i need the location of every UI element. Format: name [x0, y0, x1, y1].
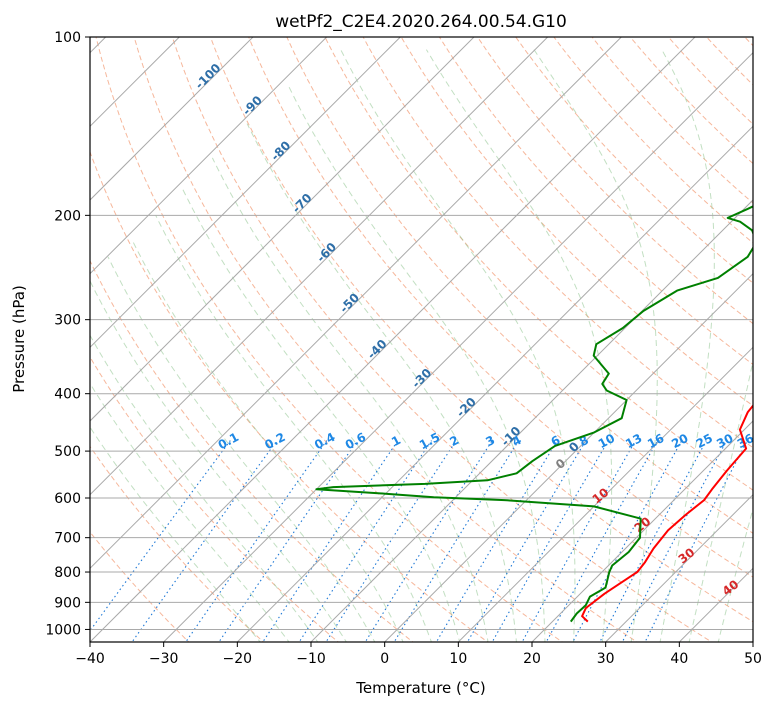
isotherm: [605, 493, 753, 642]
chart-title: wetPf2_C2E4.2020.264.00.54.G10: [275, 12, 567, 32]
mixing-ratio-line: [435, 440, 558, 642]
x-tick-label: −30: [149, 651, 179, 667]
isotherm: [90, 37, 549, 496]
mixing-ratio-label: 25: [694, 431, 715, 451]
x-tick-label: −20: [223, 651, 253, 667]
isotherm: [90, 37, 401, 349]
moist-adiabat: [181, 187, 461, 642]
y-tick-label: 300: [54, 313, 81, 329]
y-tick-label: 200: [54, 208, 81, 224]
mixing-ratio-line: [572, 440, 683, 642]
x-tick-label: 30: [597, 651, 615, 667]
plot-frame: [89, 36, 754, 643]
dewpoint-profile-line: [315, 205, 753, 623]
x-tick-label: −10: [296, 651, 326, 667]
x-tick-label: 20: [523, 651, 541, 667]
isotherm: [531, 420, 753, 642]
moist-adiabat: [287, 83, 546, 642]
x-tick-label: 10: [449, 651, 467, 667]
isotherm: [310, 199, 753, 642]
isotherm: [90, 37, 696, 642]
dry-adiabat: [324, 37, 753, 491]
isotherm: [163, 51, 753, 642]
mixing-ratio-label: 16: [645, 431, 666, 451]
mixing-ratio-line: [90, 440, 231, 632]
mixing-ratio-label: 10: [596, 431, 617, 451]
isotherm: [236, 125, 753, 642]
isotherm: [90, 37, 328, 275]
mixing-ratio-line: [185, 440, 328, 642]
x-tick-label: −40: [75, 651, 105, 667]
mixing-ratio-label: 30: [714, 431, 735, 451]
x-axis-label: Temperature (°C): [355, 679, 485, 697]
dry-adiabat: [629, 37, 753, 165]
x-tick-label: 0: [380, 651, 389, 667]
mixing-ratio-line: [644, 440, 748, 642]
mixing-ratio-line: [599, 440, 707, 642]
dry-adiabat: [286, 37, 753, 534]
dry-adiabat: [438, 37, 753, 366]
moist-adiabat: [211, 157, 489, 642]
dry-adiabat: [248, 37, 753, 578]
mixing-ratio-line: [521, 440, 637, 642]
y-tick-label: 400: [54, 387, 81, 403]
moist-adiabat: [90, 279, 347, 642]
isotherm: [90, 37, 622, 570]
mixing-ratio-line: [621, 440, 728, 642]
mixing-ratio-line: [545, 440, 659, 642]
y-tick-label: 500: [54, 444, 81, 460]
isotherm: [457, 346, 753, 642]
dry-adiabat: [90, 531, 190, 642]
mixing-ratio-label: 20: [669, 431, 690, 451]
y-tick-label: 800: [54, 565, 81, 581]
dry-adiabat: [171, 37, 713, 642]
dry-adiabat: [476, 37, 753, 325]
isotherm: [90, 37, 475, 422]
moist-adiabat: [90, 382, 290, 642]
dry-adiabat: [90, 259, 414, 642]
y-tick-label: 900: [54, 595, 81, 611]
moist-adiabat: [131, 239, 404, 642]
isotherm: [90, 37, 254, 201]
y-tick-label: 700: [54, 531, 81, 547]
moist-adiabat: [90, 426, 261, 642]
dry-adiabat: [553, 37, 753, 244]
x-tick-label: 50: [744, 651, 762, 667]
y-tick-label: 1000: [45, 622, 81, 638]
x-tick-label: 40: [670, 651, 688, 667]
moist-adiabat: [155, 215, 432, 642]
moist-adiabat: [90, 334, 319, 642]
y-tick-label: 100: [54, 30, 81, 46]
isotherm: [384, 272, 753, 642]
dry-adiabat: [90, 445, 265, 642]
dry-adiabat: [209, 37, 753, 623]
temperature-profile-line: [581, 404, 753, 623]
y-tick-label: 600: [54, 491, 81, 507]
y-axis-label: Pressure (hPa): [10, 285, 28, 393]
mixing-ratio-label: 13: [623, 431, 644, 451]
dry-adiabat: [95, 37, 564, 642]
mixing-ratio-line: [364, 440, 493, 642]
mixing-ratio-line: [491, 440, 609, 642]
